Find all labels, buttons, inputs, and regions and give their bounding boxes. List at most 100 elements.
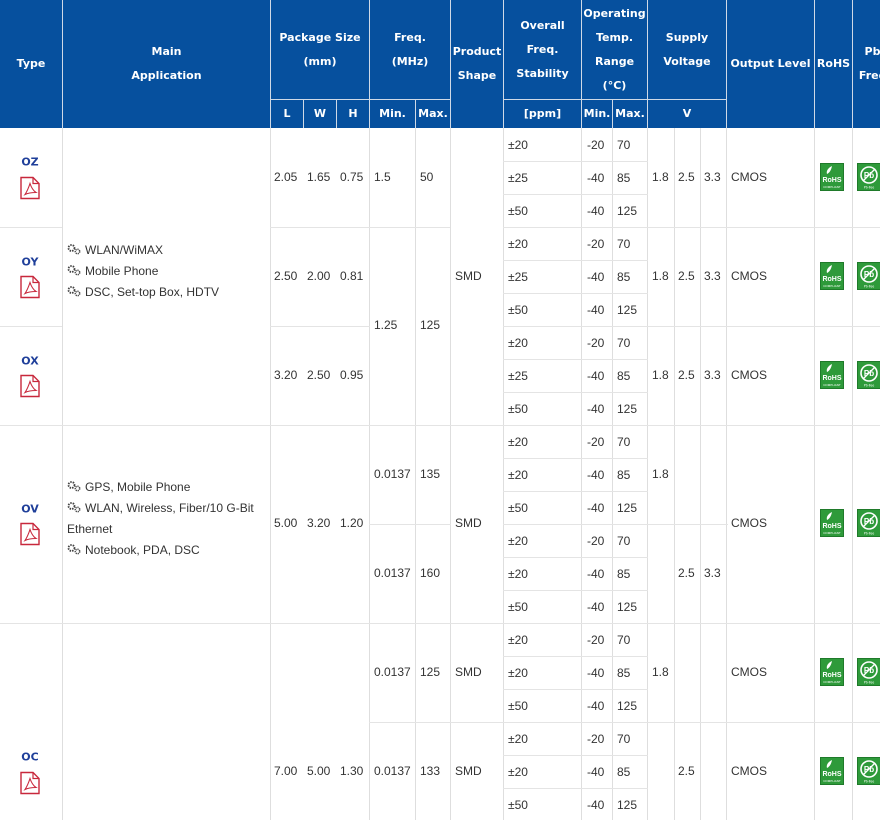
pdf-icon[interactable] [20, 275, 40, 299]
cell-temp-max: 70 [617, 731, 631, 746]
col-header-freq-min: Min. [370, 99, 416, 128]
grid-line [814, 128, 815, 820]
grid-line [450, 128, 451, 820]
cell-voltage: 3.3 [704, 368, 721, 382]
cell-temp-min: -20 [587, 731, 605, 746]
cell-freq-max: 133 [420, 764, 441, 778]
grid-line [503, 458, 648, 459]
type-link-ox[interactable]: OX [21, 354, 39, 368]
grid-line [648, 722, 728, 723]
application-list: WLAN/WiMAX Mobile Phone DSC, Set-top Box… [67, 240, 267, 303]
cell-stability: ±50 [508, 302, 528, 317]
cell-w: 2.50 [307, 368, 331, 382]
col-header-type: Type [0, 0, 63, 128]
grid-line [503, 722, 648, 723]
cell-freq-min: 1.25 [374, 318, 398, 332]
pb-badge-sublabel: Pb-free [864, 780, 875, 784]
cell-l: 3.20 [274, 368, 298, 382]
gears-icon [67, 265, 81, 276]
col-header-overall-stability: Overall Freq. Stability [504, 0, 582, 99]
grid-line [503, 260, 648, 261]
pdf-icon[interactable] [20, 176, 40, 200]
cell-voltage: 2.5 [678, 170, 695, 184]
pdf-icon[interactable] [20, 522, 40, 546]
pb-badge-sublabel: Pb-free [864, 186, 875, 190]
pb-badge-sublabel: Pb-free [864, 384, 875, 388]
grid-line [503, 128, 504, 820]
cell-w: 3.20 [307, 516, 331, 530]
grid-line [700, 128, 701, 820]
cell-freq-min: 0.0137 [374, 764, 411, 778]
pb-badge-label: Pb [864, 369, 874, 378]
rohs-badge-label: RoHS [822, 276, 841, 283]
cell-freq-max: 125 [420, 318, 441, 332]
cell-h: 0.81 [340, 269, 364, 283]
pb-badge-sublabel: Pb-free [864, 681, 875, 685]
cell-freq-min: 0.0137 [374, 467, 411, 481]
cell-temp-max: 125 [617, 797, 638, 812]
cell-temp-min: -20 [587, 533, 605, 548]
cell-temp-min: -20 [587, 632, 605, 647]
application-item: GPS, Mobile Phone [67, 477, 267, 498]
grid-line [270, 326, 370, 327]
cell-stability: ±25 [508, 368, 528, 383]
grid-line [503, 359, 648, 360]
rohs-badge-sublabel: COMPLIANT [823, 284, 841, 288]
grid-line [503, 557, 648, 558]
cell-freq-max: 135 [420, 467, 441, 481]
type-link-oz[interactable]: OZ [21, 155, 39, 169]
grid-line [726, 722, 880, 723]
pb-badge-label: Pb [864, 171, 874, 180]
pb-free-badge: Pb Pb-free [857, 509, 880, 537]
cell-output-level: CMOS [731, 665, 767, 679]
grid-line [0, 227, 62, 228]
type-link-oy[interactable]: OY [21, 255, 39, 269]
rohs-badge-sublabel: COMPLIANT [823, 680, 841, 684]
cell-temp-max: 70 [617, 137, 631, 152]
cell-stability: ±25 [508, 269, 528, 284]
cell-h: 0.95 [340, 368, 364, 382]
cell-stability: ±50 [508, 401, 528, 416]
col-header-temp-max: Max. [613, 99, 648, 128]
col-header-package-size: Package Size (mm) [271, 0, 370, 99]
col-header-h: H [337, 99, 370, 128]
col-header-temp-min: Min. [582, 99, 613, 128]
pdf-icon[interactable] [20, 374, 40, 398]
cell-stability: ±20 [508, 236, 528, 251]
application-item: Ethernet [67, 522, 113, 536]
grid-line [0, 326, 62, 327]
col-header-l: L [271, 99, 304, 128]
type-link-oc[interactable]: OC [21, 750, 39, 764]
cell-l: 2.50 [274, 269, 298, 283]
cell-temp-max: 85 [617, 764, 631, 779]
grid-line [503, 425, 648, 426]
grid-line [581, 326, 880, 327]
grid-line [581, 128, 582, 820]
cell-temp-min: -40 [587, 302, 605, 317]
cell-stability: ±25 [508, 170, 528, 185]
cell-freq-min: 0.0137 [374, 665, 411, 679]
cell-temp-min: -40 [587, 698, 605, 713]
cell-temp-max: 85 [617, 566, 631, 581]
pb-free-badge: Pb Pb-free [857, 361, 880, 389]
cell-temp-max: 85 [617, 170, 631, 185]
cell-temp-min: -40 [587, 599, 605, 614]
rohs-badge-label: RoHS [822, 523, 841, 530]
col-header-freq-max: Max. [416, 99, 451, 128]
cell-temp-min: -40 [587, 467, 605, 482]
cell-temp-max: 125 [617, 401, 638, 416]
type-link-ov[interactable]: OV [21, 502, 39, 516]
cell-h: 1.20 [340, 516, 364, 530]
rohs-badge-sublabel: COMPLIANT [823, 383, 841, 387]
pdf-icon[interactable] [20, 771, 40, 795]
grid-line [415, 128, 416, 820]
cell-h: 0.75 [340, 170, 364, 184]
cell-temp-min: -40 [587, 269, 605, 284]
grid-line [270, 128, 271, 820]
rohs-badge-label: RoHS [822, 177, 841, 184]
cell-temp-min: -40 [587, 368, 605, 383]
